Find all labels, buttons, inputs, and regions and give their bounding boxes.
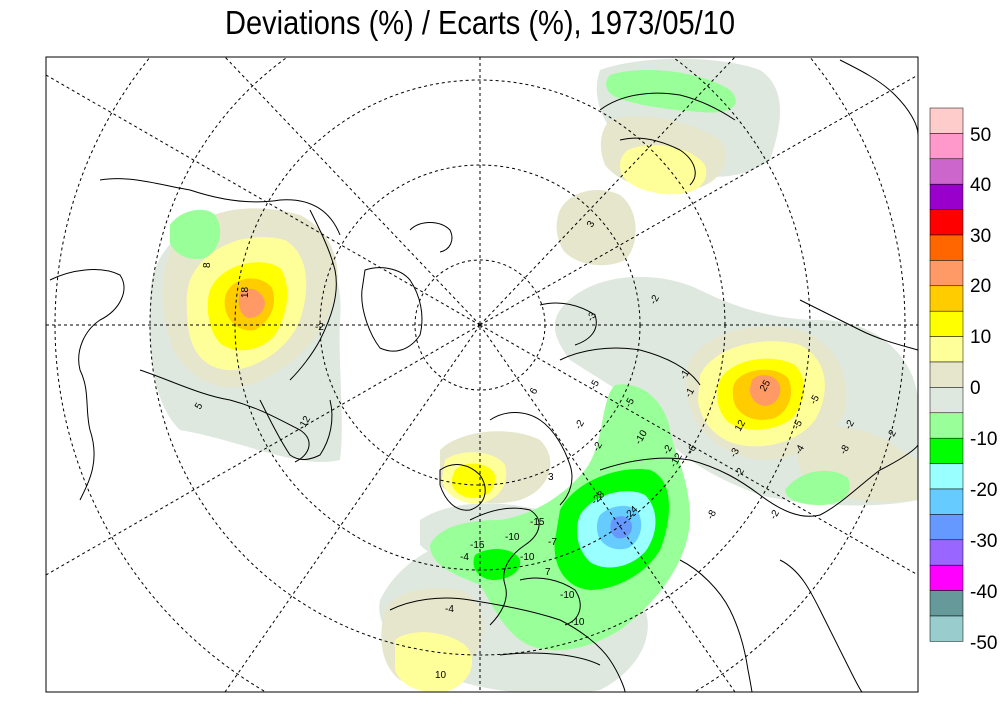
legend-label: 50	[970, 125, 992, 146]
legend-swatch	[929, 234, 964, 261]
contour-label: 6	[528, 386, 541, 397]
map-area: 8 18 5 12 -2 3 -3 -2 -1 -5 6 -10 -2 -2 -…	[46, 57, 918, 692]
legend-swatch	[929, 412, 964, 439]
legend-swatch	[929, 336, 964, 363]
map-frame	[45, 56, 919, 693]
legend-label: 0	[970, 378, 981, 399]
legend-swatch	[929, 387, 964, 414]
legend-label: -30	[970, 531, 998, 552]
legend-swatch	[929, 310, 964, 337]
legend-label: 40	[970, 175, 992, 196]
contour-label: 12	[298, 414, 313, 430]
contour-label: 10	[435, 670, 447, 681]
legend-label: -50	[970, 633, 998, 654]
legend-swatch	[929, 285, 964, 312]
contour-label: -15	[470, 540, 485, 551]
legend-swatch	[929, 437, 964, 464]
legend-swatch	[929, 183, 964, 210]
legend-swatch	[929, 158, 964, 185]
legend-label: 10	[970, 327, 992, 348]
legend-swatch	[929, 260, 964, 287]
contour-label: -7	[548, 537, 557, 548]
legend-swatch	[929, 488, 964, 515]
legend-swatch	[929, 361, 964, 388]
legend-swatch	[929, 615, 964, 642]
legend-swatch	[929, 539, 964, 566]
legend-label: -10	[970, 429, 998, 450]
contour-label: -2	[315, 322, 324, 333]
legend-colorbar	[929, 107, 964, 642]
legend-swatch	[929, 463, 964, 490]
legend-swatch	[929, 514, 964, 541]
contour-label: 18	[240, 286, 251, 298]
contour-label: 25	[758, 378, 773, 394]
legend-label: -40	[970, 582, 998, 603]
contour-label: -10	[560, 590, 575, 601]
graticule	[46, 57, 918, 692]
legend-swatch	[929, 107, 964, 134]
legend-label: 30	[970, 226, 992, 247]
contour-label: 12	[733, 418, 748, 434]
legend-label: 20	[970, 276, 992, 297]
contour-label: -10	[520, 552, 535, 563]
coastlines	[49, 59, 918, 692]
contour-label: -10	[505, 532, 520, 543]
legend-swatch	[929, 590, 964, 617]
legend-swatch	[929, 209, 964, 236]
contour-label: -4	[445, 604, 454, 615]
legend-swatch	[929, 564, 964, 591]
legend-label: -20	[970, 480, 998, 501]
map-title: Deviations (%) / Ecarts (%), 1973/05/10	[224, 4, 736, 41]
contour-label: 3	[585, 219, 598, 230]
contour-label: 7	[545, 567, 551, 578]
contour-label: -10	[570, 617, 585, 628]
deviation-contours	[150, 58, 918, 692]
contour-label: -4	[460, 552, 469, 563]
legend-swatch	[929, 133, 964, 160]
contour-label: 5	[193, 401, 206, 412]
contour-label: 8	[202, 262, 213, 268]
contour-label: -15	[530, 517, 545, 528]
contour-label: 3	[548, 472, 554, 483]
